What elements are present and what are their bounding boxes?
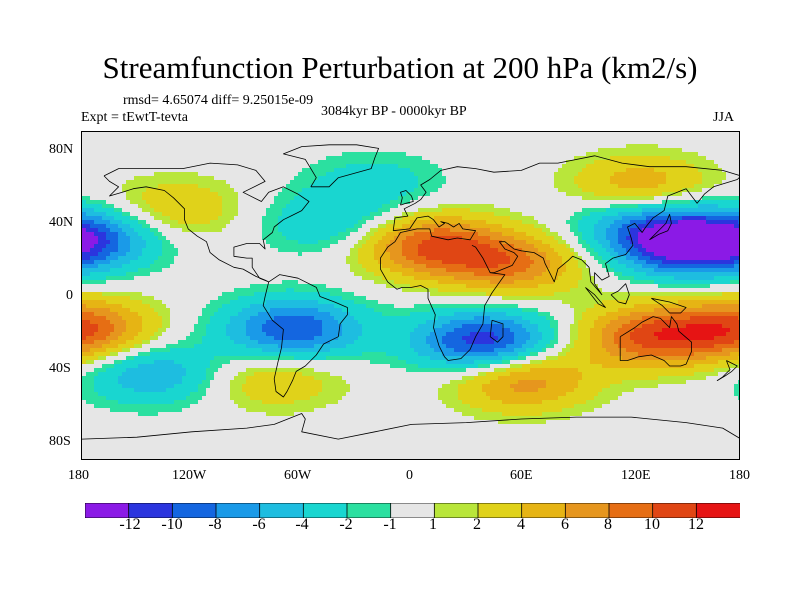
lon-tick-180e: 180 <box>729 468 750 483</box>
coastline <box>471 244 491 273</box>
colorbar-label: 6 <box>561 516 569 533</box>
coastline <box>103 162 310 283</box>
colorbar-swatch <box>695 503 740 518</box>
coastline <box>651 297 687 314</box>
colorbar-label: -12 <box>119 516 141 533</box>
colorbar-label: -8 <box>208 516 222 533</box>
lon-tick-120w: 120W <box>172 468 207 483</box>
coastline <box>619 316 692 367</box>
colorbar-label: 4 <box>517 516 525 533</box>
stats-line: rmsd= 4.65074 diff= 9.25015e-09 <box>123 93 314 108</box>
colorbar-swatch <box>521 503 567 518</box>
coastline <box>649 213 672 241</box>
coastline <box>716 360 738 382</box>
lat-tick-0: 0 <box>66 288 73 303</box>
experiment-label: Expt = tEwtT-tevta <box>81 110 188 125</box>
colorbar-swatch <box>564 503 610 518</box>
colorbar-swatch <box>477 503 523 518</box>
lat-tick-40s: 40S <box>49 361 71 376</box>
colorbar-label: 12 <box>688 516 704 533</box>
period-label: 3084kyr BP - 0000kyr BP <box>321 104 467 119</box>
coastline <box>379 155 739 361</box>
colorbar-swatch <box>433 503 479 518</box>
colorbar-label: 8 <box>604 516 612 533</box>
coastline <box>400 190 414 206</box>
figure-title: Streamfunction Perturbation at 200 hPa (… <box>102 50 698 85</box>
contour-fill <box>82 132 739 459</box>
lon-tick-0: 0 <box>406 468 413 483</box>
colorbar-label: -10 <box>161 516 183 533</box>
colorbar-label: -4 <box>295 516 309 533</box>
coastline <box>82 413 739 440</box>
lat-tick-80n: 80N <box>49 142 74 157</box>
season-label: JJA <box>713 110 735 125</box>
colorbar-label: -2 <box>339 516 353 533</box>
lat-tick-80s: 80S <box>49 434 71 449</box>
colorbar <box>85 503 740 518</box>
lon-tick-60e: 60E <box>510 468 533 483</box>
coastline <box>610 283 630 305</box>
coastlines <box>82 144 739 440</box>
colorbar-label: 1 <box>429 516 437 533</box>
lon-tick-60w: 60W <box>284 468 312 483</box>
coastline <box>585 287 606 308</box>
lat-tick-40n: 40N <box>49 215 74 230</box>
lon-tick-120e: 120E <box>621 468 651 483</box>
colorbar-label: -6 <box>252 516 266 533</box>
map-panel <box>81 131 740 460</box>
colorbar-label: -1 <box>383 516 397 533</box>
colorbar-label: 10 <box>644 516 660 533</box>
coastline <box>489 319 504 343</box>
colorbar-label: 2 <box>473 516 481 533</box>
streamfunction-map <box>82 132 739 459</box>
coastline <box>262 274 348 398</box>
coastline <box>282 144 380 188</box>
lon-tick-180w: 180 <box>68 468 89 483</box>
